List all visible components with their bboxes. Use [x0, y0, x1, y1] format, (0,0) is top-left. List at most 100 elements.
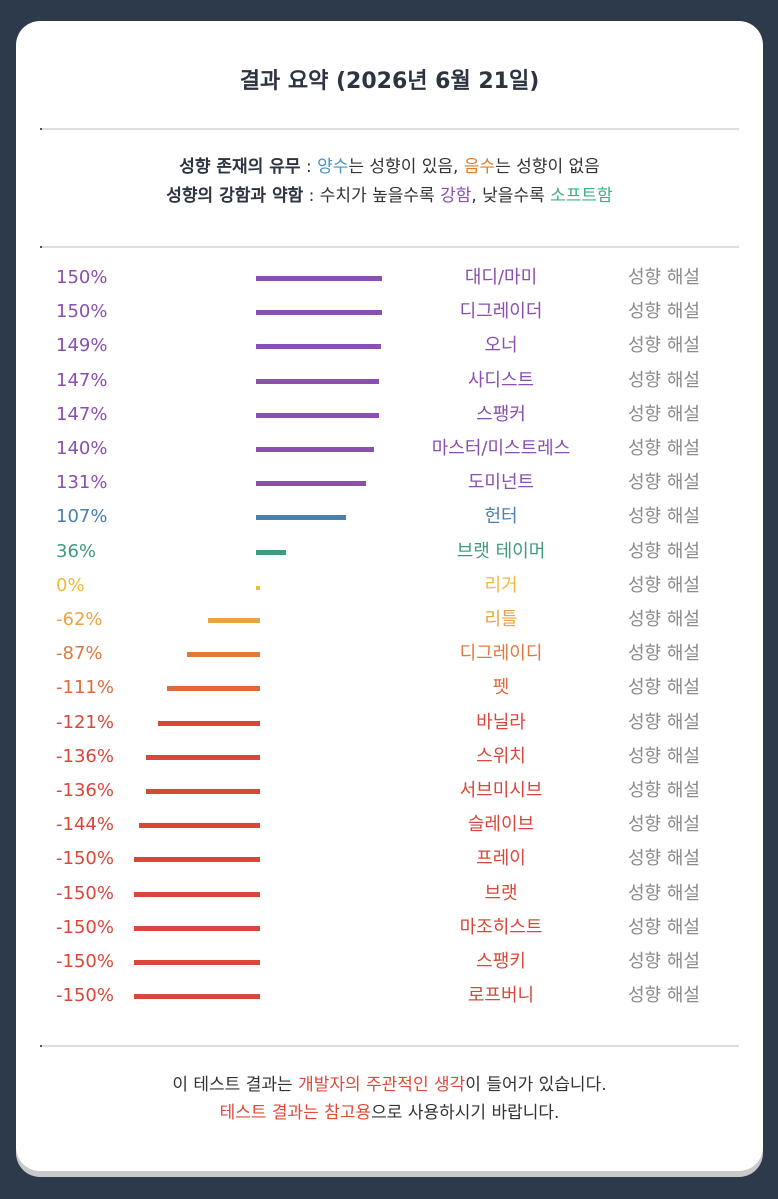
tendency-bar: [134, 857, 260, 863]
tendency-bar: [166, 686, 260, 692]
value-label: 147%: [56, 369, 108, 391]
tendency-description-link[interactable]: 성향 해설: [628, 540, 700, 562]
tendency-description-link[interactable]: 성향 해설: [628, 780, 700, 801]
chart-row: 140% 마스터/미스트레스 성향 해설: [16, 432, 763, 466]
tendency-description-link[interactable]: 성향 해설: [628, 403, 700, 425]
tendency-description-link[interactable]: 성향 해설: [628, 369, 700, 391]
tendency-name: 리거: [484, 574, 518, 596]
value-label: -150%: [56, 985, 114, 1007]
legend-strong-word: 강함: [440, 186, 472, 206]
tendency-bar: [145, 789, 260, 794]
value-label: 107%: [56, 506, 108, 528]
value-label: -136%: [56, 780, 114, 801]
chart-row: 150% 대디/마미 성향 해설: [16, 261, 763, 295]
footer-highlight: 개발자의 주관적인 생각: [298, 1075, 466, 1095]
tendency-description-link[interactable]: 성향 해설: [628, 711, 700, 733]
footer-note: 이 테스트 결과는 개발자의 주관적인 생각이 들어가 있습니다. 테스트 결과…: [16, 1071, 763, 1127]
bottom-divider: [40, 1045, 739, 1047]
value-label: 150%: [56, 267, 108, 288]
tendency-description-link[interactable]: 성향 해설: [628, 745, 700, 767]
tendency-description-link[interactable]: 성향 해설: [628, 267, 700, 288]
tendency-description-link[interactable]: 성향 해설: [628, 472, 700, 494]
tendency-description-link[interactable]: 성향 해설: [628, 985, 700, 1007]
tendency-bar: [256, 481, 367, 487]
tendency-name: 디그레이디: [459, 643, 543, 665]
tendency-bar: [158, 720, 260, 726]
tendency-name: 로프버니: [467, 985, 535, 1007]
tendency-description-link[interactable]: 성향 해설: [628, 848, 700, 870]
page-title: 결과 요약 (2026년 6월 21일): [239, 69, 540, 94]
chart-row: -136% 스위치 성향 해설: [16, 740, 763, 774]
chart-row: -144% 슬레이브 성향 해설: [16, 808, 763, 842]
chart-row: -111% 펫 성향 해설: [16, 671, 763, 705]
value-label: -150%: [56, 951, 114, 972]
tendency-bar: [134, 960, 260, 965]
footer-highlight: 테스트 결과는 참고용: [219, 1103, 372, 1123]
tendency-name: 펫: [492, 677, 510, 699]
value-label: 140%: [56, 438, 108, 459]
chart-row: -150% 로프버니 성향 해설: [16, 979, 763, 1013]
value-label: -150%: [56, 848, 114, 870]
chart-row: 107% 헌터 성향 해설: [16, 500, 763, 534]
tendency-name: 마스터/미스트레스: [431, 438, 571, 459]
tendency-description-link[interactable]: 성향 해설: [628, 301, 700, 323]
value-label: -62%: [56, 609, 103, 630]
tendency-description-link[interactable]: 성향 해설: [628, 814, 700, 836]
value-label: 149%: [56, 335, 108, 357]
chart-row: -87% 디그레이디 성향 해설: [16, 637, 763, 671]
tendency-name: 마조히스트: [459, 916, 543, 938]
tendency-description-link[interactable]: 성향 해설: [628, 916, 700, 938]
tendency-bar: [256, 585, 260, 590]
legend-line-strength: 성향의 강함과 약함 : 수치가 높을수록 강함, 낮을수록 소프트함: [16, 182, 763, 211]
tendency-bar: [139, 823, 260, 829]
tendency-description-link[interactable]: 성향 해설: [628, 438, 700, 459]
tendency-bar: [256, 310, 382, 316]
tendency-name: 스팽키: [476, 951, 526, 972]
tendency-description-link[interactable]: 성향 해설: [628, 882, 700, 904]
chart-row: 147% 스팽커 성향 해설: [16, 398, 763, 432]
tendency-name: 리틀: [484, 609, 518, 630]
footer-line-2: 테스트 결과는 참고용으로 사용하시기 바랍니다.: [16, 1099, 763, 1127]
chart-row: 147% 사디스트 성향 해설: [16, 364, 763, 398]
tendency-name: 브랫: [484, 882, 518, 904]
tendency-description-link[interactable]: 성향 해설: [628, 951, 700, 972]
tendency-description-link[interactable]: 성향 해설: [628, 335, 700, 357]
tendency-bar: [256, 447, 374, 452]
value-label: 0%: [56, 574, 85, 596]
top-divider: [40, 128, 739, 130]
value-label: 131%: [56, 472, 108, 494]
tendency-name: 서브미시브: [459, 780, 543, 801]
value-label: -136%: [56, 745, 114, 767]
tendency-name: 스위치: [476, 745, 526, 767]
legend-presence-label: 성향 존재의 유무: [179, 157, 301, 177]
value-label: -111%: [56, 677, 114, 699]
tendency-bar: [134, 891, 260, 897]
tendency-chart: 150% 대디/마미 성향 해설 150% 디그레이더 성향 해설 149% 오너 성향 해설 1…: [16, 21, 763, 1171]
tendency-name: 프레이: [476, 848, 526, 870]
tendency-description-link[interactable]: 성향 해설: [628, 609, 700, 630]
tendency-bar: [256, 412, 380, 418]
tendency-bar: [256, 344, 382, 350]
tendency-name: 헌터: [484, 506, 518, 528]
tendency-bar: [256, 515, 346, 521]
value-label: -150%: [56, 882, 114, 904]
tendency-description-link[interactable]: 성향 해설: [628, 677, 700, 699]
footer-text: 이 테스트 결과는: [172, 1075, 299, 1095]
legend-strength-label: 성향의 강함과 약함: [166, 186, 304, 206]
tendency-bar: [134, 925, 260, 931]
tendency-description-link[interactable]: 성향 해설: [628, 643, 700, 665]
chart-row: -150% 프레이 성향 해설: [16, 842, 763, 876]
tendency-name: 슬레이브: [467, 814, 535, 836]
legend-line-presence: 성향 존재의 유무 : 양수는 성향이 있음, 음수는 성향이 없음: [16, 153, 763, 182]
value-label: 36%: [56, 540, 97, 562]
value-label: 150%: [56, 301, 108, 323]
tendency-description-link[interactable]: 성향 해설: [628, 574, 700, 596]
chart-row: -150% 마조히스트 성향 해설: [16, 911, 763, 945]
value-label: -87%: [56, 643, 103, 665]
chart-row: 149% 오너 성향 해설: [16, 329, 763, 363]
tendency-bar: [256, 276, 382, 281]
footer-text: 으로 사용하시기 바랍니다.: [371, 1103, 560, 1123]
legend-separator: :: [300, 157, 318, 177]
tendency-description-link[interactable]: 성향 해설: [628, 506, 700, 528]
chart-row: -150% 브랫 성향 해설: [16, 877, 763, 911]
